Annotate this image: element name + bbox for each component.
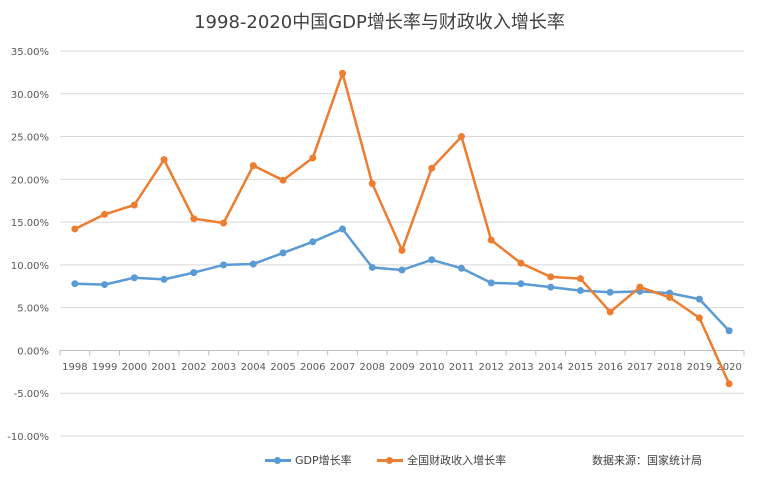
data-point (487, 236, 495, 244)
data-point (398, 266, 406, 274)
x-tick-label: 2019 (687, 362, 712, 373)
x-tick-label: 2016 (597, 362, 622, 373)
data-point (220, 261, 228, 269)
x-tick-label: 2014 (538, 362, 563, 373)
legend-marker-gdp (265, 455, 291, 465)
x-tick-label: 2000 (122, 362, 147, 373)
data-point (695, 314, 703, 322)
x-tick-label: 2006 (300, 362, 325, 373)
y-tick-label: 5.00% (17, 304, 49, 315)
series-line (74, 227, 731, 332)
series-revenue (71, 69, 733, 388)
data-point (130, 274, 138, 282)
x-tick-label: 2010 (419, 362, 444, 373)
data-point (71, 225, 79, 233)
source-note: 数据来源：国家统计局 (592, 454, 702, 467)
data-point (130, 201, 138, 209)
legend-label-gdp: GDP增长率 (295, 454, 352, 467)
data-point (279, 249, 287, 257)
series-lines (71, 69, 733, 388)
data-point (428, 164, 436, 172)
data-point (666, 293, 674, 301)
x-tick-label: 2005 (270, 362, 295, 373)
data-point (339, 225, 347, 233)
x-tick-label: 2011 (449, 362, 474, 373)
x-tick-label: 2020 (716, 362, 741, 373)
data-point (576, 287, 584, 295)
legend-marker-revenue (377, 455, 404, 465)
data-point (725, 327, 733, 335)
data-point (160, 156, 168, 164)
x-tick-label: 2001 (151, 362, 176, 373)
data-point (547, 283, 555, 291)
chart-title: 1998-2020中国GDP增长率与财政收入增长率 (194, 12, 565, 33)
data-point (695, 295, 703, 303)
data-point (428, 256, 436, 264)
x-tick-label: 2002 (181, 362, 206, 373)
x-tick-label: 2008 (360, 362, 385, 373)
series-gdp (71, 225, 733, 335)
data-point (190, 269, 198, 277)
data-point (220, 219, 228, 227)
y-axis-tick-labels: 35.00% 30.00% 25.00% 20.00% 15.00% 10.00% 5.00… (7, 47, 49, 443)
y-tick-label: 0.00% (17, 346, 49, 357)
x-tick-label: 2009 (389, 362, 414, 373)
data-point (576, 275, 584, 283)
y-tick-label: 20.00% (11, 175, 49, 186)
data-point (309, 238, 317, 246)
series-line (74, 71, 731, 385)
data-point (71, 280, 79, 288)
x-tick-label: 1999 (92, 362, 117, 373)
gridlines (60, 50, 744, 437)
data-point (249, 162, 257, 170)
data-point (398, 246, 406, 254)
x-tick-label: 2015 (568, 362, 593, 373)
legend-item-revenue: 全国财政收入增长率 (377, 452, 506, 468)
data-point (249, 260, 257, 268)
x-axis-tick-labels: 1998 1999 2000 2001 2002 2003 2004 2005 2006 2007… (62, 362, 742, 373)
y-tick-label: 25.00% (11, 133, 49, 144)
data-point (547, 273, 555, 281)
x-tick-label: 2007 (330, 362, 355, 373)
data-point (101, 210, 109, 218)
x-tick-label: 2004 (241, 362, 266, 373)
x-tick-label: 2012 (478, 362, 503, 373)
legend-item-gdp: GDP增长率 (265, 452, 352, 468)
x-tick-label: 2013 (508, 362, 533, 373)
data-point (309, 154, 317, 162)
data-point (279, 176, 287, 184)
data-point (339, 69, 347, 77)
legend-label-revenue: 全国财政收入增长率 (407, 454, 507, 467)
data-point (160, 275, 168, 283)
data-point (457, 264, 465, 272)
x-tick-label: 2003 (211, 362, 236, 373)
legend: GDP增长率 全国财政收入增长率 (265, 452, 528, 468)
data-point (101, 281, 109, 289)
data-point (368, 180, 376, 188)
data-point (190, 215, 198, 223)
x-tick-label: 1998 (62, 362, 87, 373)
x-tick-label: 2017 (627, 362, 652, 373)
y-tick-label: 10.00% (11, 261, 49, 272)
data-point (636, 283, 644, 291)
data-point (517, 259, 525, 267)
y-tick-label: -10.00% (7, 432, 49, 443)
data-point (457, 133, 465, 141)
data-point (368, 263, 376, 271)
data-point (606, 288, 614, 296)
y-tick-label: 15.00% (11, 218, 49, 229)
x-tick-label: 2018 (657, 362, 682, 373)
y-tick-label: 30.00% (11, 90, 49, 101)
x-axis (59, 349, 745, 356)
data-point (725, 380, 733, 388)
y-tick-label: -5.00% (14, 389, 49, 400)
data-point (606, 308, 614, 316)
data-point (517, 280, 525, 288)
data-point (487, 279, 495, 287)
y-tick-label: 35.00% (11, 47, 49, 58)
